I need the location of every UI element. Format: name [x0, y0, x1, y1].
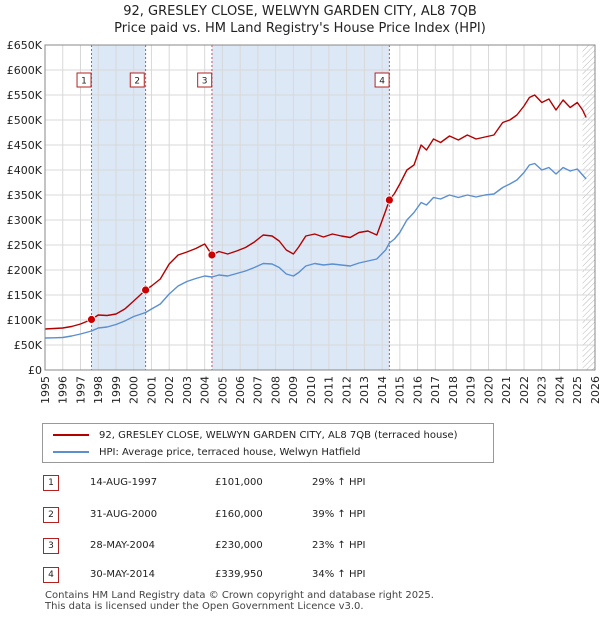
transaction-marker [87, 315, 96, 324]
x-tick-label: 2014 [376, 376, 389, 404]
forecast-hatch [582, 45, 595, 370]
transaction-price: £101,000 [215, 477, 263, 488]
transaction-date: 31-AUG-2000 [90, 509, 158, 520]
transaction-label-box [374, 72, 390, 88]
legend-swatch-hpi [53, 451, 89, 453]
transaction-marker [207, 250, 217, 260]
y-tick-label: £50K [14, 339, 43, 352]
footer-line-2: This data is licensed under the Open Gov… [45, 601, 364, 612]
transaction-price: £339,950 [215, 569, 263, 580]
legend-item-price: 92, GRESLEY CLOSE, WELWYN GARDEN CITY, A… [53, 428, 458, 442]
transaction-date: 28-MAY-2004 [90, 540, 156, 551]
x-tick-label: 2011 [323, 376, 336, 404]
shaded-span [211, 45, 390, 370]
y-tick-label: £300K [7, 214, 43, 227]
x-tick-label: 2012 [340, 376, 353, 404]
transaction-number: 4 [43, 567, 59, 583]
x-tick-label: 2004 [199, 376, 212, 404]
legend-swatch-price [53, 434, 89, 436]
x-tick-label: 2018 [447, 376, 460, 404]
transaction-number: 3 [43, 538, 59, 554]
transaction-number: 2 [43, 507, 59, 523]
transaction-label: 2 [134, 77, 140, 87]
y-tick-label: £550K [7, 89, 43, 102]
transaction-date: 30-MAY-2014 [90, 569, 156, 580]
x-tick-label: 2001 [145, 376, 158, 404]
x-tick-label: 2009 [287, 376, 300, 404]
x-tick-label: 2008 [269, 376, 282, 404]
y-tick-label: £350K [7, 189, 43, 202]
footer-line-1: Contains HM Land Registry data © Crown c… [45, 590, 434, 601]
x-tick-label: 2017 [429, 376, 442, 404]
y-tick-label: £500K [7, 114, 43, 127]
y-tick-label: £600K [7, 64, 43, 77]
x-tick-label: 2019 [465, 376, 478, 404]
x-tick-label: 1998 [92, 376, 105, 404]
transaction-label-box [76, 72, 92, 88]
y-tick-label: £0 [28, 364, 42, 377]
x-tick-label: 2026 [589, 376, 600, 404]
hpi-line [44, 162, 587, 339]
x-tick-label: 2022 [518, 376, 531, 404]
x-tick-label: 2023 [536, 376, 549, 404]
shaded-span [91, 45, 146, 370]
transaction-price: £230,000 [215, 540, 263, 551]
y-tick-label: £650K [7, 39, 43, 52]
legend-label-hpi: HPI: Average price, terraced house, Welw… [99, 446, 361, 458]
transaction-hpi: 34% ↑ HPI [312, 569, 366, 580]
x-tick-label: 2002 [163, 376, 176, 404]
x-tick-label: 1999 [110, 376, 123, 404]
x-tick-label: 2021 [500, 376, 513, 404]
x-tick-label: 2024 [553, 376, 566, 404]
x-tick-label: 1995 [39, 376, 52, 404]
y-tick-label: £450K [7, 139, 43, 152]
transaction-hpi: 29% ↑ HPI [312, 477, 366, 488]
transaction-date: 14-AUG-1997 [90, 477, 158, 488]
legend-label-price: 92, GRESLEY CLOSE, WELWYN GARDEN CITY, A… [99, 429, 458, 441]
transaction-price: £160,000 [215, 509, 263, 520]
chart-subtitle: Price paid vs. HM Land Registry's House … [114, 21, 486, 36]
x-tick-label: 1996 [57, 376, 70, 404]
x-tick-label: 2025 [571, 376, 584, 404]
chart-title: 92, GRESLEY CLOSE, WELWYN GARDEN CITY, A… [123, 4, 477, 19]
x-tick-label: 2007 [252, 376, 265, 404]
x-tick-label: 2003 [181, 376, 194, 404]
x-tick-label: 2013 [358, 376, 371, 404]
transaction-marker [141, 285, 150, 295]
x-tick-label: 2006 [234, 376, 247, 404]
x-tick-label: 2015 [394, 376, 407, 404]
transaction-label-box [197, 72, 213, 88]
transaction-label: 3 [202, 77, 208, 87]
x-tick-label: 2016 [411, 376, 424, 404]
x-tick-label: 2020 [482, 376, 495, 404]
x-tick-label: 2005 [216, 376, 229, 404]
transaction-marker [384, 195, 394, 205]
transaction-hpi: 39% ↑ HPI [312, 509, 366, 520]
y-tick-label: £100K [7, 314, 43, 327]
y-tick-label: £400K [7, 164, 43, 177]
plot-frame [44, 44, 596, 371]
legend-item-hpi: HPI: Average price, terraced house, Welw… [53, 445, 360, 459]
price-chart: 1 2 3 4 £0 £50K £100K £150K £200K £250K £300K £350… [7, 39, 600, 404]
x-tick-label: 2010 [305, 376, 318, 404]
transaction-number: 1 [43, 475, 59, 491]
y-tick-label: £200K [7, 264, 43, 277]
x-tick-label: 2000 [128, 376, 141, 404]
transaction-label: 4 [379, 77, 385, 87]
footer: Contains HM Land Registry data © Crown c… [45, 590, 434, 612]
transaction-label-box [129, 72, 145, 88]
y-tick-label: £150K [7, 289, 43, 302]
y-tick-label: £250K [7, 239, 43, 252]
transaction-label: 1 [81, 77, 87, 87]
legend: 92, GRESLEY CLOSE, WELWYN GARDEN CITY, A… [42, 423, 494, 463]
x-tick-label: 1997 [74, 376, 87, 404]
transaction-hpi: 23% ↑ HPI [312, 540, 366, 551]
